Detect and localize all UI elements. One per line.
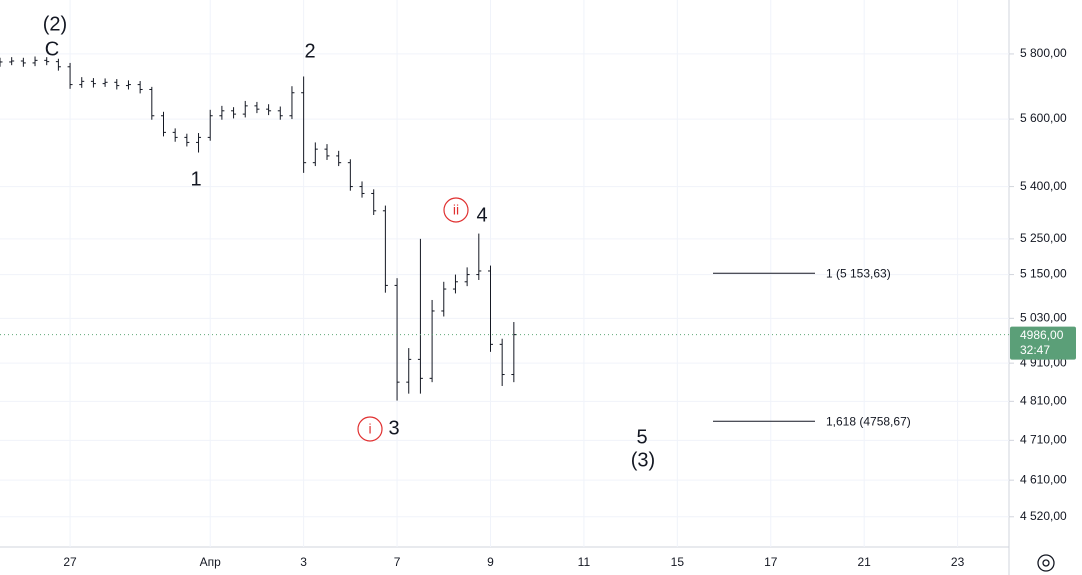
- wave-label: (2): [43, 13, 67, 35]
- y-tick-label: 5 150,00: [1020, 267, 1067, 281]
- x-tick-label: 11: [578, 555, 591, 569]
- y-tick-label: 4 810,00: [1020, 394, 1067, 408]
- x-tick-label: 9: [487, 555, 494, 569]
- settings-icon[interactable]: [1037, 554, 1055, 572]
- last-price-label: 4986,00: [1020, 328, 1064, 342]
- y-tick-label: 4 710,00: [1020, 433, 1067, 447]
- fib-label: 1 (5 153,63): [826, 266, 891, 280]
- x-tick-label: 21: [858, 555, 872, 569]
- fib-label: 1,618 (4758,67): [826, 414, 911, 428]
- x-tick-label: 7: [394, 555, 401, 569]
- last-price-tag: [1010, 326, 1076, 360]
- wave-label: 5: [636, 426, 647, 448]
- wave-circle: [357, 416, 383, 442]
- wave-label: 3: [388, 417, 399, 439]
- x-tick-label: 17: [764, 555, 778, 569]
- y-tick-label: 5 030,00: [1020, 311, 1067, 325]
- wave-label: (3): [631, 449, 655, 471]
- x-tick-label: Апр: [200, 555, 222, 569]
- wave-label: ii: [453, 202, 459, 218]
- y-tick-label: 4 520,00: [1020, 509, 1067, 523]
- wave-label: 1: [190, 168, 201, 190]
- wave-label: 2: [304, 40, 315, 62]
- x-tick-label: 15: [671, 555, 685, 569]
- countdown: 32:47: [1020, 343, 1050, 357]
- wave-label: C: [45, 38, 59, 60]
- grid: [0, 0, 1009, 547]
- wave-circle: [443, 197, 469, 223]
- wave-label: i: [368, 421, 371, 437]
- x-tick-label: 23: [951, 555, 965, 569]
- x-tick-label: 3: [300, 555, 307, 569]
- y-tick-label: 5 800,00: [1020, 46, 1067, 60]
- y-tick-label: 5 600,00: [1020, 111, 1067, 125]
- y-tick-label: 5 250,00: [1020, 231, 1067, 245]
- y-tick-label: 5 400,00: [1020, 179, 1067, 193]
- y-tick-label: 4 610,00: [1020, 472, 1067, 486]
- wave-label: 4: [476, 204, 487, 226]
- price-bars: [0, 56, 517, 401]
- x-tick-label: 27: [63, 555, 77, 569]
